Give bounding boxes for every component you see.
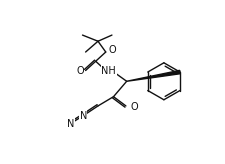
Text: O: O: [76, 66, 84, 76]
Text: N: N: [67, 119, 74, 129]
Text: O: O: [108, 45, 116, 55]
Text: NH: NH: [101, 65, 116, 75]
Polygon shape: [126, 70, 180, 81]
Text: O: O: [130, 102, 137, 112]
Text: N: N: [79, 111, 87, 121]
